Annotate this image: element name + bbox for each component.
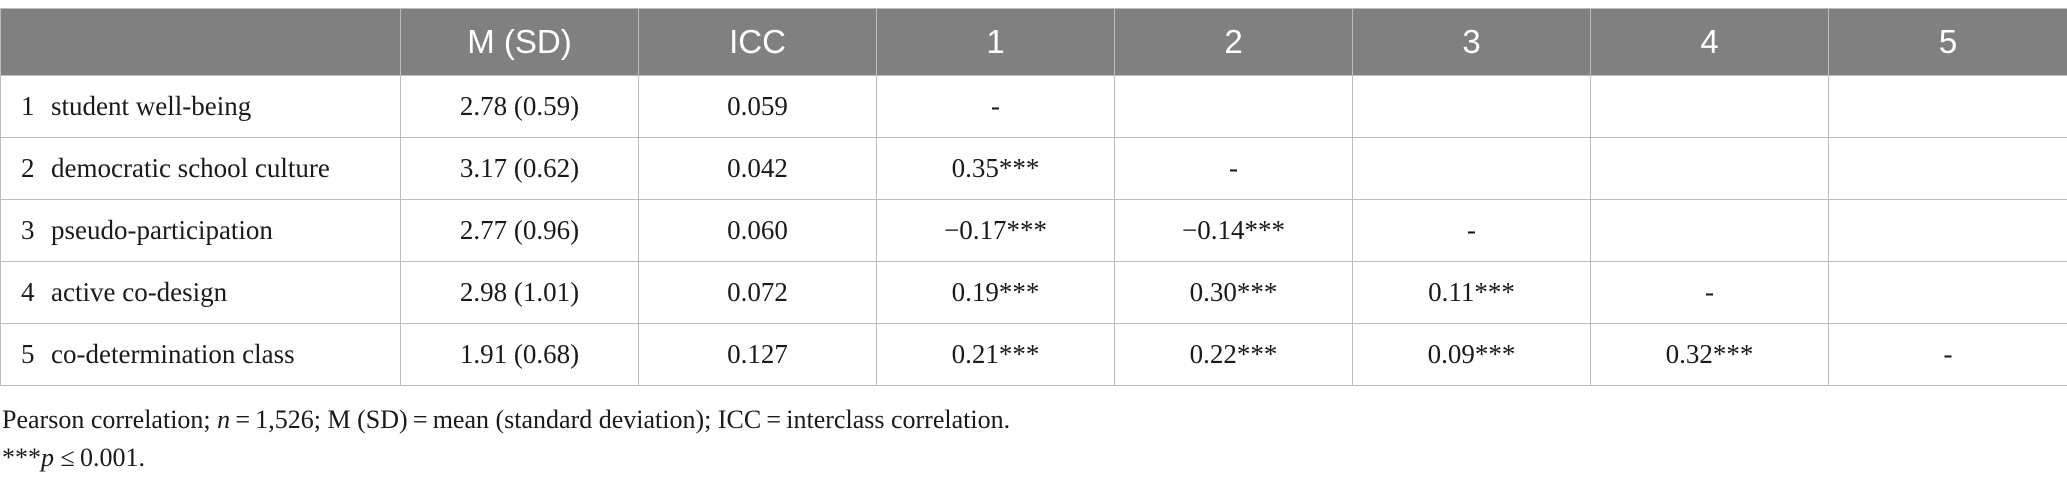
correlation-cell: 0.21*** xyxy=(876,323,1115,386)
row-number: 5 xyxy=(21,339,35,369)
correlation-cell: −0.14*** xyxy=(1114,199,1353,262)
row-number: 2 xyxy=(21,153,35,183)
header-cell-2: 2 xyxy=(1114,8,1353,76)
row-number: 1 xyxy=(21,91,35,121)
row-number: 3 xyxy=(21,215,35,245)
correlation-cell xyxy=(1828,199,2067,262)
notes-text: = 1,526; M (SD) = mean (standard deviati… xyxy=(230,405,1011,434)
msd-cell: 1.91 (0.68) xyxy=(400,323,639,386)
header-cell-msd: M (SD) xyxy=(400,8,639,76)
table-row: 3 pseudo-participation 2.77 (0.96) 0.060 … xyxy=(0,199,2067,262)
correlation-cell xyxy=(1352,137,1591,200)
notes-text: Pearson correlation; xyxy=(2,405,218,434)
icc-cell: 0.060 xyxy=(638,199,877,262)
correlation-cell: 0.30*** xyxy=(1114,261,1353,324)
correlation-cell: - xyxy=(1828,323,2067,386)
notes-line-1: Pearson correlation; n = 1,526; M (SD) =… xyxy=(2,401,1010,439)
header-cell-5: 5 xyxy=(1828,8,2067,76)
row-label-cell: 5 co-determination class xyxy=(0,323,401,386)
row-label: co-determination class xyxy=(51,339,295,369)
correlation-cell xyxy=(1590,137,1829,200)
row-label-cell: 4 active co-design xyxy=(0,261,401,324)
header-cell-1: 1 xyxy=(876,8,1115,76)
table-row: 5 co-determination class 1.91 (0.68) 0.12… xyxy=(0,323,2067,386)
header-cell-variable xyxy=(0,8,401,76)
row-label: active co-design xyxy=(51,277,228,307)
correlation-cell xyxy=(1590,75,1829,138)
row-label: democratic school culture xyxy=(51,153,330,183)
correlation-cell xyxy=(1828,75,2067,138)
correlation-cell xyxy=(1114,75,1353,138)
notes-line-2: ***p ≤ 0.001. xyxy=(2,439,1010,477)
row-label-cell: 1 student well-being xyxy=(0,75,401,138)
row-label: student well-being xyxy=(51,91,252,121)
msd-cell: 2.78 (0.59) xyxy=(400,75,639,138)
correlation-cell: 0.32*** xyxy=(1590,323,1829,386)
correlation-cell: −0.17*** xyxy=(876,199,1115,262)
table-notes: Pearson correlation; n = 1,526; M (SD) =… xyxy=(2,401,1010,477)
icc-cell: 0.072 xyxy=(638,261,877,324)
row-label-cell: 3 pseudo-participation xyxy=(0,199,401,262)
header-cell-icc: ICC xyxy=(638,8,877,76)
correlation-cell xyxy=(1352,75,1591,138)
icc-cell: 0.059 xyxy=(638,75,877,138)
notes-text: ≤ 0.001. xyxy=(54,443,145,472)
icc-cell: 0.042 xyxy=(638,137,877,200)
correlation-cell: 0.35*** xyxy=(876,137,1115,200)
msd-cell: 2.98 (1.01) xyxy=(400,261,639,324)
msd-cell: 3.17 (0.62) xyxy=(400,137,639,200)
notes-p-symbol: p xyxy=(41,443,54,472)
table-row: 1 student well-being 2.78 (0.59) 0.059 - xyxy=(0,75,2067,138)
correlation-cell: 0.22*** xyxy=(1114,323,1353,386)
table-header-row: M (SD) ICC 1 2 3 4 5 xyxy=(0,8,2067,76)
table-row: 2 democratic school culture 3.17 (0.62) 0… xyxy=(0,137,2067,200)
msd-cell: 2.77 (0.96) xyxy=(400,199,639,262)
correlation-cell xyxy=(1828,137,2067,200)
header-cell-3: 3 xyxy=(1352,8,1591,76)
row-label-cell: 2 democratic school culture xyxy=(0,137,401,200)
correlation-cell: - xyxy=(1590,261,1829,324)
header-cell-4: 4 xyxy=(1590,8,1829,76)
correlation-cell xyxy=(1590,199,1829,262)
correlation-table: M (SD) ICC 1 2 3 4 5 1 student well-being… xyxy=(0,8,2067,386)
icc-cell: 0.127 xyxy=(638,323,877,386)
correlation-cell: 0.09*** xyxy=(1352,323,1591,386)
correlation-cell: - xyxy=(1114,137,1353,200)
correlation-cell xyxy=(1828,261,2067,324)
correlation-cell: - xyxy=(876,75,1115,138)
notes-n-symbol: n xyxy=(217,405,231,434)
correlation-table-container: M (SD) ICC 1 2 3 4 5 1 student well-being… xyxy=(0,8,2067,386)
correlation-cell: 0.11*** xyxy=(1352,261,1591,324)
correlation-cell: - xyxy=(1352,199,1591,262)
table-row: 4 active co-design 2.98 (1.01) 0.072 0.19… xyxy=(0,261,2067,324)
correlation-cell: 0.19*** xyxy=(876,261,1115,324)
row-label: pseudo-participation xyxy=(51,215,273,245)
row-number: 4 xyxy=(21,277,35,307)
notes-stars: *** xyxy=(2,443,41,472)
